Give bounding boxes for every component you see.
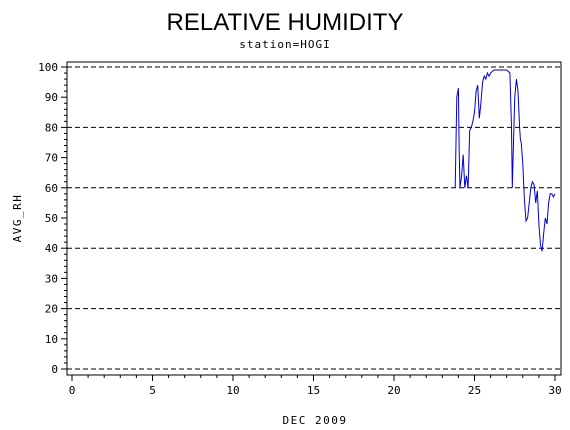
y-tick-label: 30 xyxy=(45,272,58,285)
y-tick-label: 40 xyxy=(45,242,58,255)
x-tick-label: 30 xyxy=(548,384,561,397)
series-layer xyxy=(454,69,556,252)
y-tick-label: 50 xyxy=(45,212,58,225)
x-tick-label: 0 xyxy=(69,384,76,397)
x-tick-label: 20 xyxy=(387,384,400,397)
x-tick-label: 15 xyxy=(307,384,320,397)
series-line-avg-rh xyxy=(454,69,556,252)
x-axis-label: DEC 2009 xyxy=(283,414,348,427)
x-tick-label: 25 xyxy=(468,384,481,397)
y-tick-label: 80 xyxy=(45,121,58,134)
chart-title: RELATIVE HUMIDITY xyxy=(167,9,404,36)
gridlines xyxy=(67,66,561,370)
x-tick-label: 10 xyxy=(226,384,239,397)
y-tick-label: 100 xyxy=(38,61,58,74)
y-tick-label: 90 xyxy=(45,91,58,104)
y-tick-label: 60 xyxy=(45,182,58,195)
chart-subtitle: station=HOGI xyxy=(239,38,330,51)
y-tick-label: 0 xyxy=(51,363,58,376)
y-axis-label: AVG_RH xyxy=(11,194,24,243)
y-tick-label: 10 xyxy=(45,333,58,346)
x-tick-label: 5 xyxy=(149,384,156,397)
y-tick-label: 70 xyxy=(45,152,58,165)
y-tick-label: 20 xyxy=(45,303,58,316)
axes: 0 10 20 30 40 50 60 70 80 90 100 0 5 10 15 20 25 30 xyxy=(38,61,562,397)
plot-frame xyxy=(66,61,562,376)
